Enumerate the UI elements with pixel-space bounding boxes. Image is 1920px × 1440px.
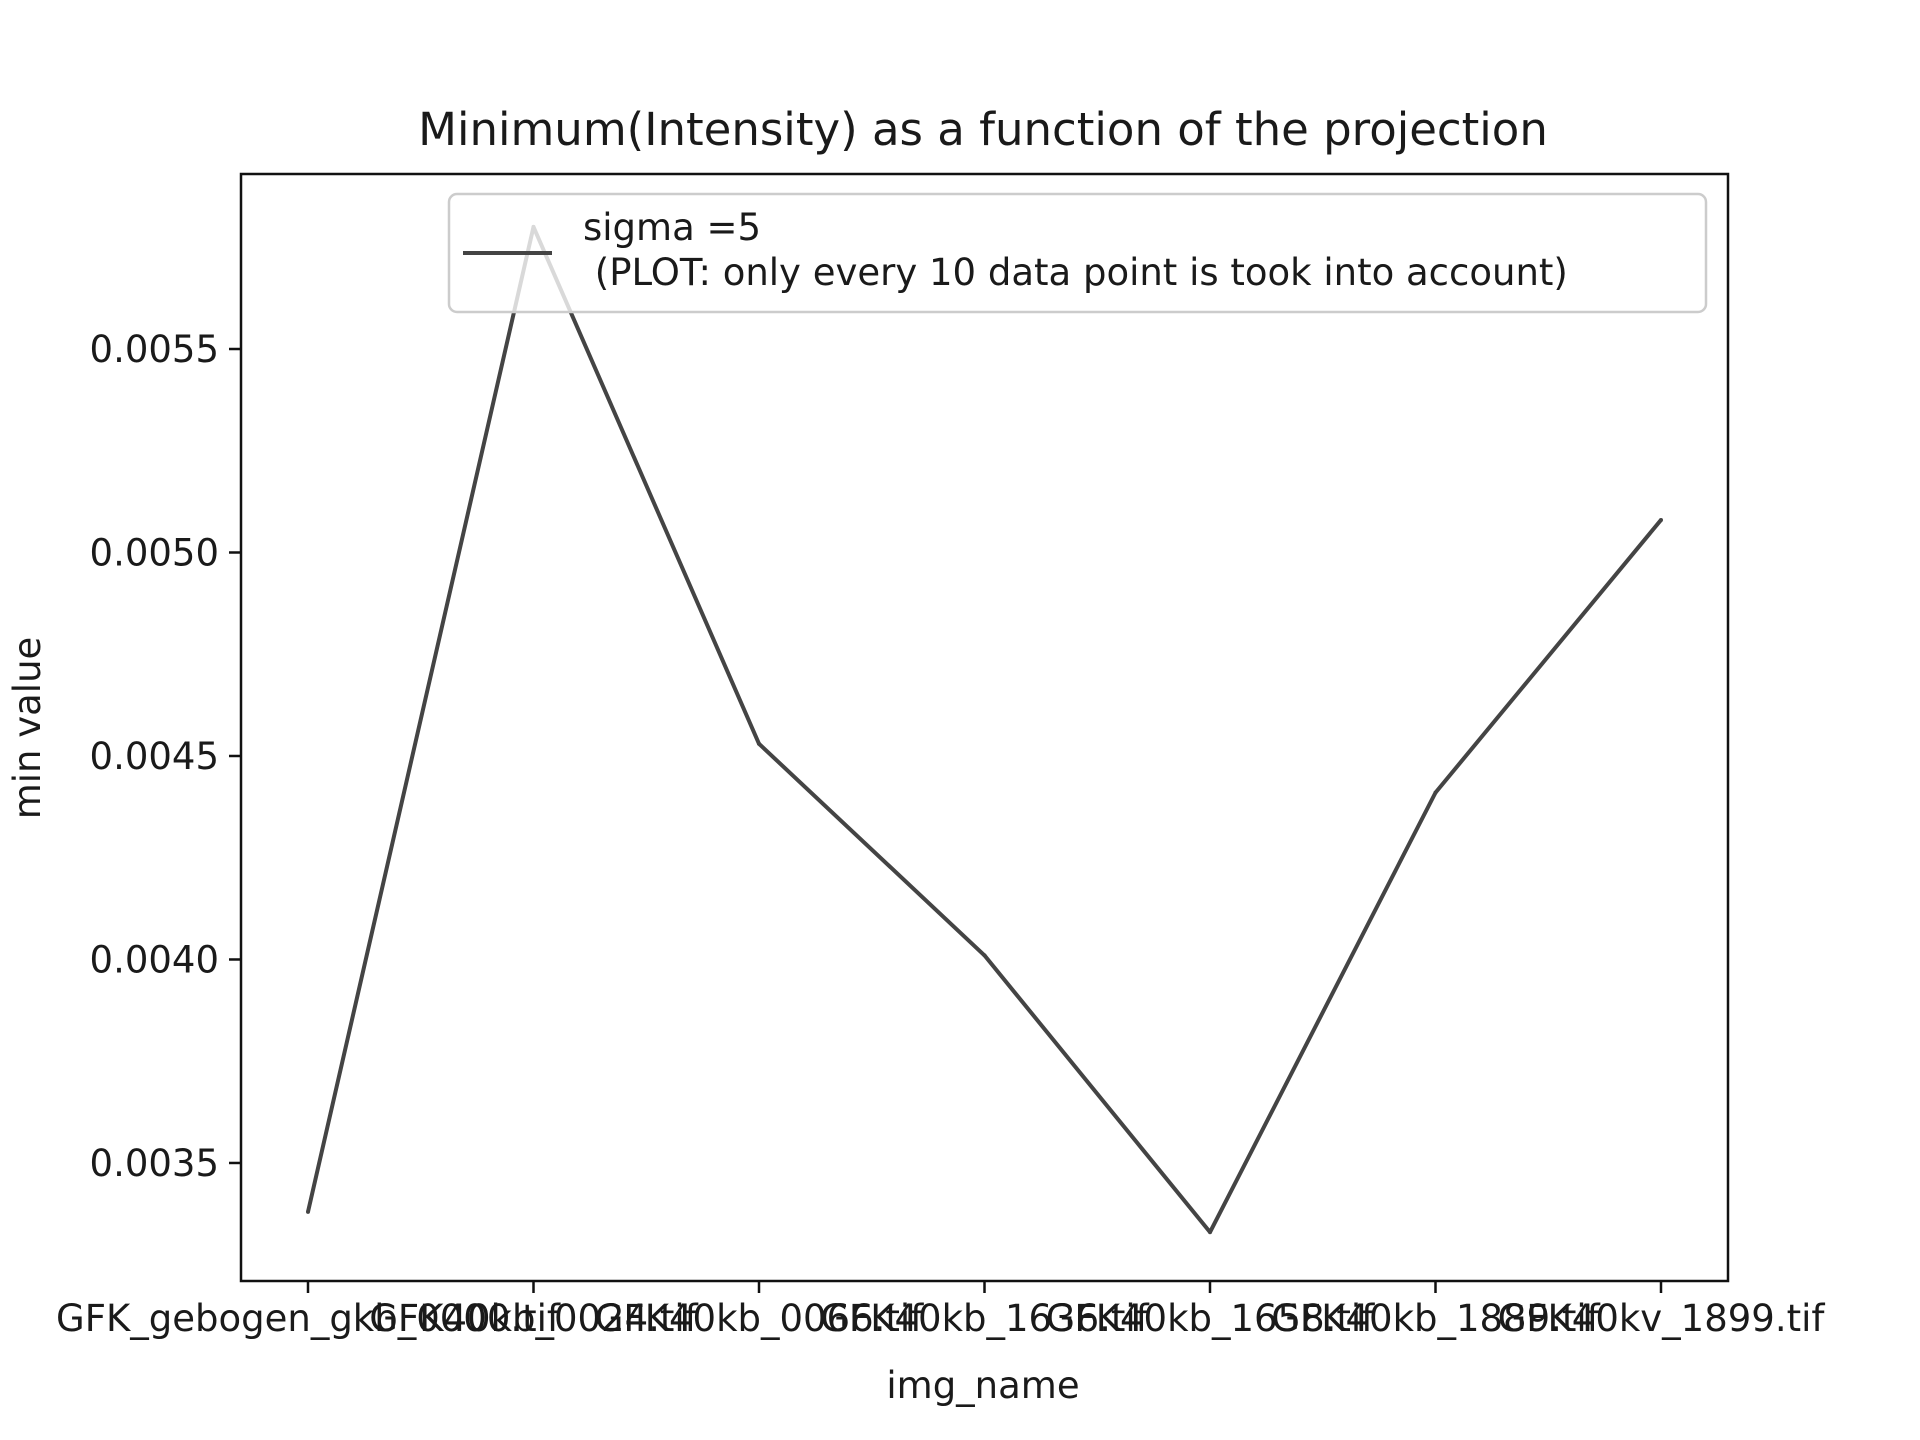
y-tick-label: 0.0050 — [90, 531, 219, 574]
data-point — [1433, 790, 1438, 795]
data-point — [982, 953, 987, 958]
legend: sigma =5 (PLOT: only every 10 data point… — [447, 192, 1708, 314]
y-tick-label: 0.0055 — [90, 328, 219, 371]
legend-box — [447, 192, 1708, 314]
plot-area — [239, 172, 1730, 1283]
chart-title: Minimum(Intensity) as a function of the … — [418, 103, 1548, 156]
x-tick-label: GFK40kb_0024.tif — [369, 1297, 698, 1340]
x-axis: GFK_gebogen_gkb_0000.tifGFK40kb_0024.tif… — [56, 1281, 1825, 1340]
plot-frame — [239, 172, 1730, 1283]
x-tick-label: GFK40kb_0066.tif — [595, 1297, 924, 1340]
y-tick-label: 0.0040 — [90, 938, 219, 981]
data-point — [757, 741, 761, 746]
x-tick-label: GFK40kb_1658.tif — [1046, 1297, 1375, 1340]
data-point — [1208, 1230, 1212, 1235]
y-tick-label: 0.0045 — [90, 735, 219, 778]
x-tick-label: GFK40kb_1889.tif — [1271, 1297, 1600, 1340]
data-point — [306, 1209, 310, 1214]
x-tick-label: GFK40kb_1636.tif — [820, 1297, 1149, 1340]
x-tick-label: GFK_gebogen_gkb_0000.tif — [56, 1297, 561, 1340]
legend-entry-line-2: (PLOT: only every 10 data point is took … — [583, 251, 1568, 294]
series-layer — [306, 224, 1663, 1235]
x-tick-label: GFK40kv_1899.tif — [1498, 1297, 1826, 1340]
y-axis: 0.0035 0.0040 0.0045 0.0050 0.0055 — [90, 328, 241, 1185]
legend-entry-line-1: sigma =5 — [583, 206, 761, 249]
x-axis-label: img_name — [886, 1364, 1079, 1407]
y-tick-label: 0.0035 — [90, 1142, 219, 1185]
data-point — [1659, 517, 1663, 522]
y-axis-label: min value — [6, 637, 49, 820]
series-line — [306, 224, 1663, 1235]
